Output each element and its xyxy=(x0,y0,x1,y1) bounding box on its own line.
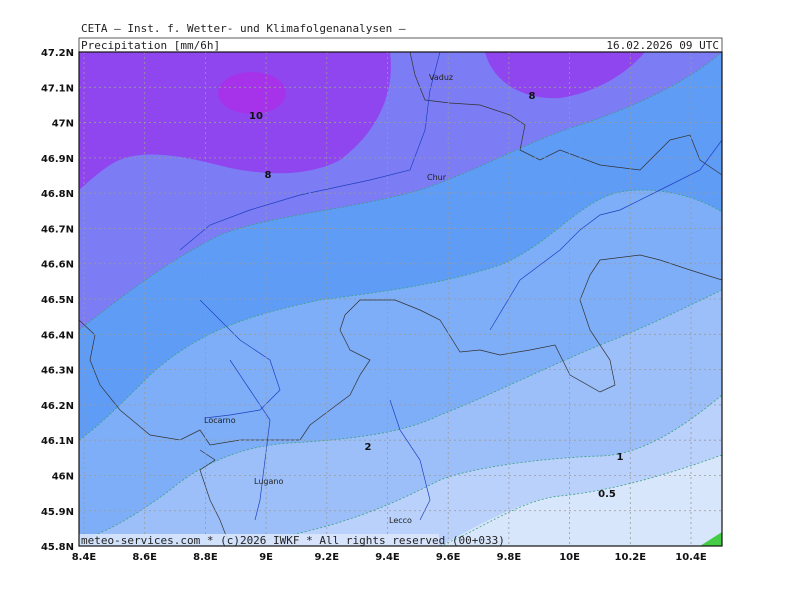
lon-label: 9.6E xyxy=(436,552,461,563)
lat-label: 46.6N xyxy=(41,260,74,271)
contour-label: 10 xyxy=(249,111,263,122)
place: Locarno xyxy=(204,416,236,425)
band-0 xyxy=(79,455,722,546)
lat-label: 46.5N xyxy=(41,295,74,306)
lon-label: 8.4E xyxy=(72,552,97,563)
institute: CETA — Inst. f. Wetter- und Klimafolgena… xyxy=(81,22,406,35)
lat-label: 46.9N xyxy=(41,154,74,165)
lat-label: 46.4N xyxy=(41,330,74,341)
lat-label: 47.2N xyxy=(41,48,74,59)
grid xyxy=(79,52,722,546)
place: Lugano xyxy=(254,477,283,486)
lat-label: 46.2N xyxy=(41,401,74,412)
lat-label: 46.1N xyxy=(41,436,74,447)
band-low xyxy=(700,532,722,546)
lon-label: 9E xyxy=(259,552,273,563)
border xyxy=(79,254,722,446)
valid-time: 16.02.2026 09 UTC xyxy=(606,39,719,52)
river xyxy=(389,399,431,521)
map-frame xyxy=(78,51,723,547)
lon-label: 10E xyxy=(559,552,580,563)
lat-label: 46.8N xyxy=(41,189,74,200)
isoline xyxy=(229,394,722,546)
lat-label: 46.7N xyxy=(41,224,74,235)
lon-label: 9.8E xyxy=(497,552,522,563)
product: Precipitation [mm/6h] xyxy=(81,39,220,52)
isoline xyxy=(79,289,722,541)
border xyxy=(409,52,722,176)
lat-label: 47.1N xyxy=(41,83,74,94)
contour-label: 8 xyxy=(265,170,272,181)
lat-label: 46.3N xyxy=(41,366,74,377)
contour-label: 8 xyxy=(529,91,536,102)
contour-label: 2 xyxy=(365,442,372,453)
band-8-10-west xyxy=(79,52,391,190)
river xyxy=(199,299,281,419)
place: Lecco xyxy=(389,516,412,525)
axes: 8.4E 8.6E 8.8E 9E 9.2E 9.4E 9.6E 9.8E 10E 10.2E 10… xyxy=(41,48,707,563)
footer: meteo-services.com * (c)2026 IWKF * All … xyxy=(81,534,505,547)
lat-label: 47N xyxy=(52,119,74,130)
river xyxy=(179,52,441,251)
lat-label: 46N xyxy=(52,471,74,482)
river xyxy=(489,139,722,331)
lon-label: 10.4E xyxy=(675,552,707,563)
border xyxy=(199,449,231,546)
place: Chur xyxy=(427,173,447,182)
contour-label: 1 xyxy=(617,452,624,463)
lon-label: 10.2E xyxy=(615,552,647,563)
lon-label: 8.8E xyxy=(193,552,218,563)
band-8-10-east xyxy=(485,52,645,99)
lon-label: 8.6E xyxy=(132,552,157,563)
place: Vaduz xyxy=(429,73,453,82)
map-field: 10 8 8 2 1 0.5 Vaduz Chur Locarno Lugano… xyxy=(79,52,722,546)
lat-label: 45.8N xyxy=(41,542,74,553)
river xyxy=(229,359,271,521)
lon-label: 9.2E xyxy=(315,552,340,563)
footer-box xyxy=(79,534,439,546)
isoline xyxy=(79,189,722,441)
band-gt-10 xyxy=(218,72,286,114)
lat-label: 45.9N xyxy=(41,507,74,518)
contour-label: 0.5 xyxy=(598,489,616,500)
lon-label: 9.4E xyxy=(375,552,400,563)
